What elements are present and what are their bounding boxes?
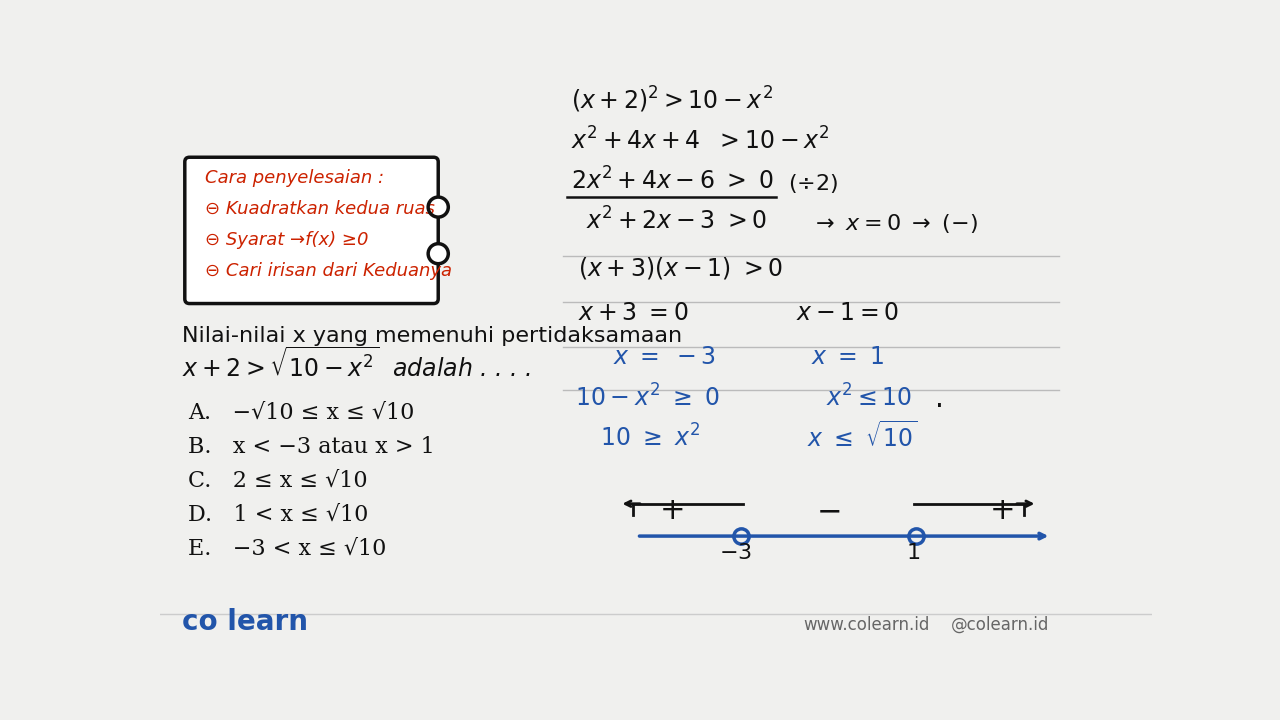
Text: www.colearn.id: www.colearn.id <box>804 616 929 634</box>
Text: ⊖ Cari irisan dari Keduanya: ⊖ Cari irisan dari Keduanya <box>205 262 452 280</box>
Text: .: . <box>934 384 943 413</box>
Text: $10-x^2\ \geq\ 0$: $10-x^2\ \geq\ 0$ <box>575 384 719 412</box>
Text: $+$: $+$ <box>988 496 1012 525</box>
Text: ⊖ Syarat →f(x) ≥0: ⊖ Syarat →f(x) ≥0 <box>205 231 369 249</box>
Text: $x^2+2x-3\ >0$: $x^2+2x-3\ >0$ <box>586 207 767 235</box>
Text: E.   −3 < x ≤ √10: E. −3 < x ≤ √10 <box>188 538 387 559</box>
Circle shape <box>428 243 448 264</box>
Text: A.   −√10 ≤ x ≤ √10: A. −√10 ≤ x ≤ √10 <box>188 402 415 424</box>
Text: $x + 2 > \sqrt{10 - x^2}$  adalah . . . .: $x + 2 > \sqrt{10 - x^2}$ adalah . . . . <box>182 347 531 382</box>
Text: $-3$: $-3$ <box>718 543 751 563</box>
Text: ⊖ Kuadratkan kedua ruas: ⊖ Kuadratkan kedua ruas <box>205 200 435 218</box>
Text: $x\ =\ 1$: $x\ =\ 1$ <box>812 345 884 369</box>
Text: Cara penyelesaian :: Cara penyelesaian : <box>205 169 384 187</box>
Text: $10\ \geq\ x^2$: $10\ \geq\ x^2$ <box>600 425 700 451</box>
FancyBboxPatch shape <box>184 157 438 304</box>
Text: $(x+3)(x-1)\ >0$: $(x+3)(x-1)\ >0$ <box>579 256 783 282</box>
Text: $(\div 2)$: $(\div 2)$ <box>787 171 838 194</box>
Text: $x^2\leq 10$: $x^2\leq 10$ <box>827 384 913 412</box>
Text: $(x+2)^2 > 10-x^2$: $(x+2)^2 > 10-x^2$ <box>571 85 773 115</box>
Text: $2x^2+4x-6\ >\ 0$: $2x^2+4x-6\ >\ 0$ <box>571 167 774 194</box>
Text: $x\ \leq\ \sqrt{10}$: $x\ \leq\ \sqrt{10}$ <box>808 421 918 451</box>
Text: Nilai-nilai x yang memenuhi pertidaksamaan: Nilai-nilai x yang memenuhi pertidaksama… <box>182 326 682 346</box>
Text: $x\ =\ -3$: $x\ =\ -3$ <box>613 345 717 369</box>
Text: @colearn.id: @colearn.id <box>951 616 1048 634</box>
Text: $1$: $1$ <box>906 543 920 563</box>
Text: $x+3\ =0$: $x+3\ =0$ <box>579 302 689 325</box>
Text: $x-1=0$: $x-1=0$ <box>795 302 899 325</box>
Text: B.   x < −3 atau x > 1: B. x < −3 atau x > 1 <box>188 436 435 458</box>
Text: $+$: $+$ <box>659 496 684 525</box>
Text: $\rightarrow\ x=0\ \rightarrow\ (-)$: $\rightarrow\ x=0\ \rightarrow\ (-)$ <box>812 212 978 235</box>
Text: co learn: co learn <box>182 608 307 636</box>
Text: D.   1 < x ≤ √10: D. 1 < x ≤ √10 <box>188 504 369 526</box>
Circle shape <box>428 197 448 217</box>
Text: $-$: $-$ <box>815 496 840 525</box>
Text: $x^2+4x+4\ \ > 10-x^2$: $x^2+4x+4\ \ > 10-x^2$ <box>571 127 829 155</box>
Text: C.   2 ≤ x ≤ √10: C. 2 ≤ x ≤ √10 <box>188 469 367 492</box>
